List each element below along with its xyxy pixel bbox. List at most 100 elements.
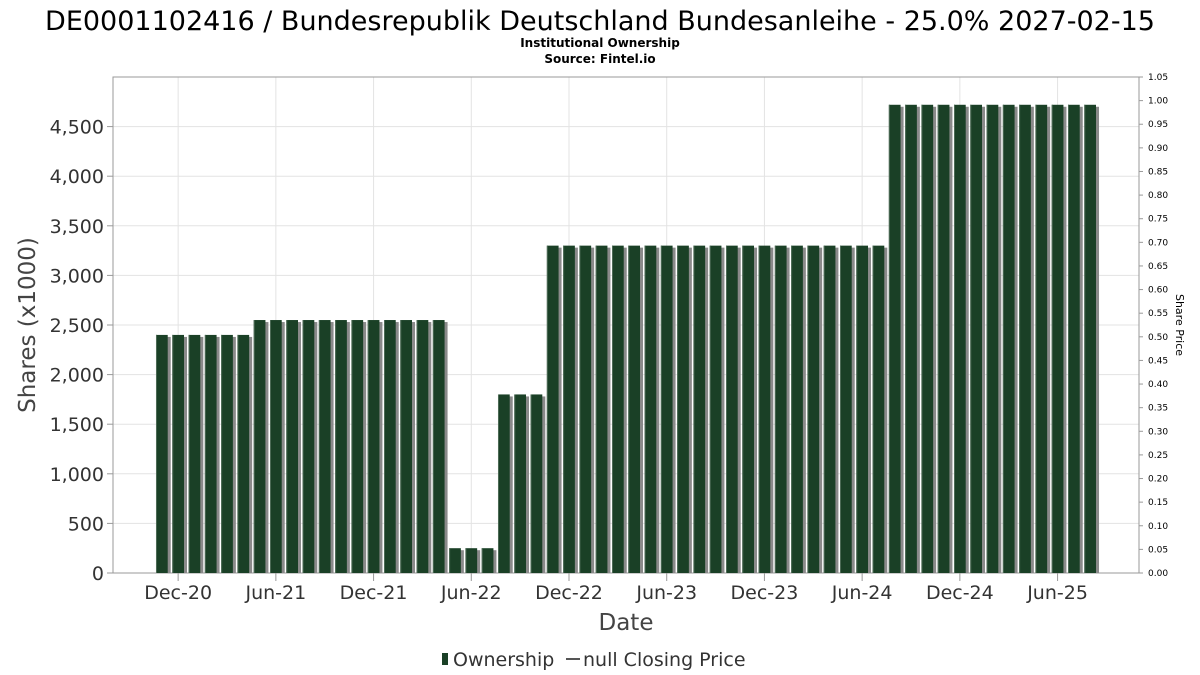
bar: [351, 320, 367, 573]
y-tick-label: 500: [68, 513, 104, 535]
x-axis: Dec-20 Jun-21 Dec-21 Jun-22 Dec-22 Jun-23 Dec-…: [144, 573, 1088, 604]
bar: [693, 245, 709, 573]
bar: [970, 104, 986, 573]
bar: [758, 245, 774, 573]
x-tick-label: Jun-23: [635, 582, 697, 604]
y2-tick-label: 1.05: [1148, 73, 1168, 83]
bar: [856, 245, 872, 573]
x-tick-label: Dec-24: [926, 582, 994, 604]
y2-axis: 0.00 0.05 0.10 0.15 0.20 0.25 0.30 0.35 0.40 0.45…: [1139, 73, 1168, 579]
x-tick-label: Jun-22: [440, 582, 502, 604]
y-axis: 0 500 1,000 1,500 2,000 2,500 3,000 3,500 4,000 4…: [50, 117, 113, 585]
bar: [204, 334, 220, 573]
y2-axis-label: Share Price: [1173, 294, 1186, 356]
x-axis-label: Date: [599, 610, 654, 636]
bar: [1019, 104, 1034, 573]
y-tick-label: 4,500: [50, 117, 104, 139]
bar: [1067, 104, 1083, 573]
bar: [286, 320, 302, 573]
bar: [253, 320, 269, 573]
bar: [791, 245, 806, 573]
y2-tick-label: 0.40: [1148, 380, 1168, 390]
bar: [611, 245, 627, 573]
bar: [677, 245, 692, 573]
bar: [269, 320, 285, 573]
bars: [155, 104, 1100, 573]
bar: [367, 320, 383, 573]
y2-tick-label: 0.10: [1148, 522, 1168, 532]
bar: [497, 394, 513, 573]
bar: [628, 245, 644, 573]
bar: [416, 320, 432, 573]
bar: [725, 245, 741, 573]
bar: [383, 320, 399, 573]
bar: [986, 104, 1002, 573]
bar: [579, 245, 595, 573]
bar: [449, 548, 464, 573]
bar: [774, 245, 790, 573]
y-tick-label: 1,500: [50, 414, 104, 436]
x-tick-label: Dec-22: [535, 582, 603, 604]
y2-tick-label: 0.85: [1148, 167, 1168, 177]
bar: [709, 245, 725, 573]
bar: [905, 104, 920, 573]
y2-tick-label: 0.95: [1148, 120, 1168, 130]
legend: Ownership null Closing Price: [442, 649, 746, 671]
y2-tick-label: 0.15: [1148, 498, 1168, 508]
bar: [546, 245, 562, 573]
y-tick-label: 4,000: [50, 166, 104, 188]
bar: [742, 245, 758, 573]
y2-tick-label: 1.00: [1148, 97, 1168, 107]
bar: [400, 320, 416, 573]
y2-tick-label: 0.80: [1148, 191, 1168, 201]
bar: [481, 548, 497, 573]
y-axis-label: Shares (x1000): [15, 237, 41, 413]
chart-title: DE0001102416 / Bundesrepublik Deutschlan…: [45, 6, 1155, 37]
x-tick-label: Jun-25: [1026, 582, 1088, 604]
bar: [1035, 104, 1051, 573]
bar: [839, 245, 855, 573]
y-tick-label: 2,000: [50, 365, 104, 387]
bar: [465, 548, 481, 573]
bar: [823, 245, 839, 573]
bar: [335, 320, 350, 573]
y2-tick-label: 0.50: [1148, 333, 1168, 343]
bar: [1002, 104, 1018, 573]
bar: [318, 320, 334, 573]
y2-tick-label: 0.65: [1148, 262, 1168, 272]
y2-tick-label: 0.60: [1148, 286, 1168, 296]
bar: [514, 394, 530, 573]
bar: [644, 245, 660, 573]
y2-tick-label: 0.05: [1148, 545, 1168, 555]
bar: [188, 334, 204, 573]
legend-swatch-ownership: [442, 653, 448, 665]
bar: [302, 320, 318, 573]
bar: [530, 394, 546, 573]
bar: [172, 334, 188, 573]
x-tick-label: Dec-21: [340, 582, 408, 604]
bar: [872, 245, 888, 573]
bar: [595, 245, 611, 573]
chart-source: Source: Fintel.io: [544, 52, 655, 66]
bar: [953, 104, 969, 573]
bar: [563, 245, 578, 573]
chart-subtitle: Institutional Ownership: [520, 36, 680, 50]
y-tick-label: 3,000: [50, 265, 104, 287]
y2-tick-label: 0.55: [1148, 309, 1168, 319]
y2-tick-label: 0.75: [1148, 215, 1168, 225]
bar: [888, 104, 904, 573]
y-tick-label: 2,500: [50, 315, 104, 337]
bar: [221, 334, 236, 573]
y2-tick-label: 0.70: [1148, 238, 1168, 248]
y2-tick-label: 0.30: [1148, 427, 1168, 437]
y-tick-label: 1,000: [50, 464, 104, 486]
bar: [237, 334, 253, 573]
y2-tick-label: 0.90: [1148, 144, 1168, 154]
bar: [937, 104, 953, 573]
x-tick-label: Dec-23: [731, 582, 799, 604]
bar: [155, 334, 171, 573]
legend-label-ownership: Ownership: [453, 649, 554, 671]
y2-tick-label: 0.25: [1148, 451, 1168, 461]
x-tick-label: Dec-20: [144, 582, 212, 604]
